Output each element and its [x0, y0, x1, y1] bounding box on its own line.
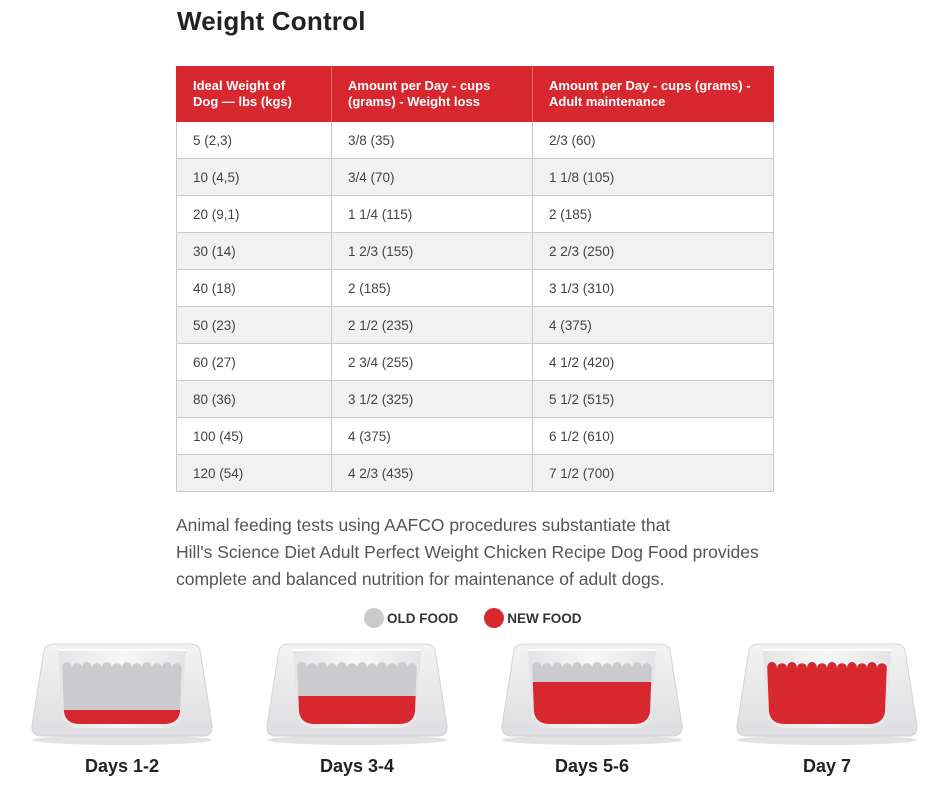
- table-row: 40 (18) 2 (185) 3 1/3 (310): [176, 269, 774, 307]
- bowl-food: [297, 662, 417, 724]
- table-cell: 7 1/2 (700): [532, 454, 774, 492]
- new-food-portion: [62, 710, 182, 724]
- food-bowl: [501, 643, 683, 745]
- table-header-ideal-weight: Ideal Weight of Dog — lbs (kgs): [176, 66, 332, 122]
- table-header-row: Ideal Weight of Dog — lbs (kgs) Amount p…: [176, 66, 774, 122]
- new-food-portion: [767, 662, 887, 724]
- old-food-portion: [532, 662, 652, 683]
- table-cell: 1 1/8 (105): [532, 158, 774, 196]
- food-bowl: [266, 643, 448, 745]
- table-cell: 3/8 (35): [331, 121, 533, 159]
- table-cell: 4 1/2 (420): [532, 343, 774, 381]
- bowl-shadow: [32, 735, 212, 745]
- table-cell: 120 (54): [176, 454, 332, 492]
- food-bowl: [31, 643, 213, 745]
- table-cell: 40 (18): [176, 269, 332, 307]
- new-food-portion: [532, 682, 652, 724]
- table-cell: 10 (4,5): [176, 158, 332, 196]
- header-line: Ideal Weight of: [193, 78, 286, 93]
- table-row: 20 (9,1) 1 1/4 (115) 2 (185): [176, 195, 774, 233]
- legend-new-food-label: NEW FOOD: [507, 610, 582, 626]
- table-cell: 2 3/4 (255): [331, 343, 533, 381]
- table-cell: 2 (185): [532, 195, 774, 233]
- table-cell: 3/4 (70): [331, 158, 533, 196]
- new-food-dot-icon: [484, 608, 505, 628]
- bowl-shadow: [737, 735, 917, 745]
- bowl-food: [62, 662, 182, 724]
- bowl-shadow: [267, 735, 447, 745]
- table-row: 120 (54) 4 2/3 (435) 7 1/2 (700): [176, 454, 774, 492]
- legend-new-food: NEW FOOD: [484, 608, 582, 628]
- food-bowl: [736, 643, 918, 745]
- header-line: Amount per Day - cups (grams) -: [549, 78, 751, 93]
- old-food-portion: [62, 662, 182, 711]
- table-row: 5 (2,3) 3/8 (35) 2/3 (60): [176, 121, 774, 159]
- table-body: 5 (2,3) 3/8 (35) 2/3 (60) 10 (4,5) 3/4 (70) 1…: [176, 121, 774, 492]
- bowl-label: Days 1-2: [84, 756, 160, 776]
- legend-old-food: OLD FOOD: [364, 608, 458, 628]
- table-row: 100 (45) 4 (375) 6 1/2 (610): [176, 417, 774, 455]
- bowl-food: [767, 662, 887, 724]
- table-cell: 2 2/3 (250): [532, 232, 774, 270]
- statement-line: Animal feeding tests using AAFCO procedu…: [176, 515, 671, 535]
- table-cell: 5 (2,3): [176, 121, 332, 159]
- header-line: Dog — lbs (kgs): [193, 94, 292, 109]
- table-cell: 2 (185): [331, 269, 533, 307]
- header-line: (grams) - Weight loss: [348, 94, 480, 109]
- table-cell: 30 (14): [176, 232, 332, 270]
- old-food-dot-icon: [364, 608, 384, 628]
- header-line: Amount per Day - cups: [348, 78, 491, 93]
- food-legend: OLD FOOD NEW FOOD: [364, 608, 608, 628]
- table-cell: 2/3 (60): [532, 121, 774, 159]
- table-row: 30 (14) 1 2/3 (155) 2 2/3 (250): [176, 232, 774, 270]
- old-food-portion: [297, 662, 417, 697]
- table-header-weight-loss: Amount per Day - cups (grams) - Weight l…: [331, 66, 533, 122]
- bowl-shadow: [502, 735, 682, 745]
- legend-old-food-label: OLD FOOD: [387, 610, 459, 626]
- table-cell: 3 1/3 (310): [532, 269, 774, 307]
- table-cell: 4 2/3 (435): [331, 454, 533, 492]
- table-cell: 3 1/2 (325): [331, 380, 533, 418]
- table-cell: 50 (23): [176, 306, 332, 344]
- table-cell: 20 (9,1): [176, 195, 332, 233]
- table-cell: 1 1/4 (115): [331, 195, 533, 233]
- header-line: Adult maintenance: [549, 94, 666, 109]
- table-cell: 80 (36): [176, 380, 332, 418]
- table-row: 10 (4,5) 3/4 (70) 1 1/8 (105): [176, 158, 774, 196]
- bowl-label: Days 3-4: [319, 756, 395, 776]
- page-title: Weight Control: [177, 6, 366, 36]
- table-cell: 4 (375): [331, 417, 533, 455]
- table-row: 80 (36) 3 1/2 (325) 5 1/2 (515): [176, 380, 774, 418]
- bowl-label: Day 7: [802, 756, 852, 776]
- table-cell: 4 (375): [532, 306, 774, 344]
- new-food-portion: [297, 696, 417, 724]
- bowl-label: Days 5-6: [554, 756, 630, 776]
- statement-line: Hill's Science Diet Adult Perfect Weight…: [176, 542, 759, 562]
- table-cell: 6 1/2 (610): [532, 417, 774, 455]
- table-row: 60 (27) 2 3/4 (255) 4 1/2 (420): [176, 343, 774, 381]
- statement-line: complete and balanced nutrition for main…: [176, 569, 665, 589]
- table-cell: 60 (27): [176, 343, 332, 381]
- table-cell: 100 (45): [176, 417, 332, 455]
- table-cell: 2 1/2 (235): [331, 306, 533, 344]
- feeding-table: Ideal Weight of Dog — lbs (kgs) Amount p…: [176, 66, 774, 492]
- bowl-food: [532, 662, 652, 724]
- table-header-adult-maintenance: Amount per Day - cups (grams) - Adult ma…: [532, 66, 774, 122]
- table-row: 50 (23) 2 1/2 (235) 4 (375): [176, 306, 774, 344]
- table-cell: 5 1/2 (515): [532, 380, 774, 418]
- aafco-statement: Animal feeding tests using AAFCO procedu…: [176, 512, 776, 593]
- table-cell: 1 2/3 (155): [331, 232, 533, 270]
